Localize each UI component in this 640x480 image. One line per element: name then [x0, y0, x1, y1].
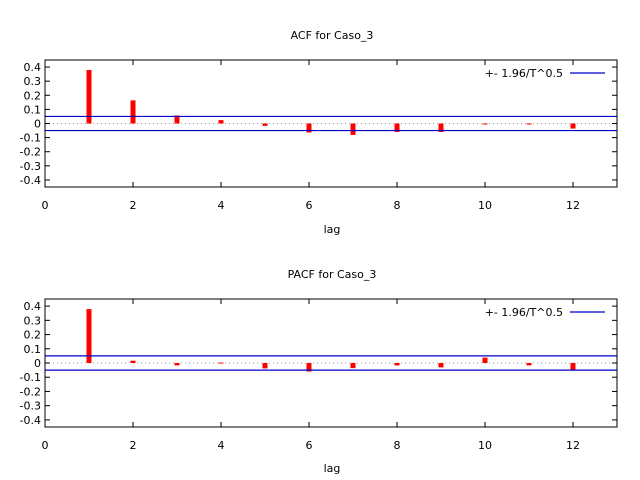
acf-panel: ACF for Caso_30.40.30.20.10-0.1-0.2-0.3-…	[20, 29, 618, 236]
x-tick-label: 4	[218, 199, 225, 212]
bar-lag-5	[262, 363, 268, 369]
bar-lag-4	[218, 362, 224, 364]
x-tick-label: 12	[566, 199, 580, 212]
bar-lag-8	[394, 363, 400, 366]
bar-lag-10	[482, 123, 488, 125]
bar-lag-2	[130, 360, 136, 363]
y-tick-label: 0.3	[24, 314, 42, 327]
x-tick-label: 2	[130, 439, 137, 452]
y-tick-label: 0.3	[24, 75, 42, 88]
plot-frame	[44, 59, 618, 188]
x-tick-label: 2	[130, 199, 137, 212]
x-tick-label: 6	[306, 199, 313, 212]
x-tick-label: 8	[394, 439, 401, 452]
y-tick-label: 0.4	[24, 300, 42, 313]
bar-lag-11	[526, 123, 532, 125]
y-tick-label: 0.1	[24, 343, 42, 356]
y-tick-label: -0.2	[20, 385, 41, 398]
bar-lag-1	[86, 309, 92, 363]
x-tick-label: 0	[42, 439, 49, 452]
y-tick-label: -0.3	[20, 400, 41, 413]
bar-lag-6	[306, 363, 312, 372]
x-axis-label: lag	[324, 462, 341, 475]
bar-lag-10	[482, 357, 488, 363]
y-tick-label: -0.2	[20, 146, 41, 159]
y-tick-label: 0	[34, 357, 41, 370]
bar-lag-9	[438, 363, 444, 368]
bar-lag-3	[174, 115, 180, 124]
bar-lag-8	[394, 123, 400, 132]
bar-lag-4	[218, 120, 224, 124]
y-tick-label: 0.4	[24, 61, 42, 74]
legend-label: +- 1.96/T^0.5	[485, 306, 563, 319]
bar-lag-7	[350, 123, 356, 135]
x-tick-label: 0	[42, 199, 49, 212]
y-tick-label: -0.3	[20, 160, 41, 173]
x-tick-label: 10	[478, 199, 492, 212]
bar-lag-11	[526, 363, 532, 366]
x-tick-label: 12	[566, 439, 580, 452]
bar-lag-6	[306, 123, 312, 133]
y-tick-label: -0.4	[20, 174, 41, 187]
x-tick-label: 10	[478, 439, 492, 452]
bar-lag-12	[570, 363, 576, 370]
y-tick-label: 0.2	[24, 89, 42, 102]
x-tick-label: 4	[218, 439, 225, 452]
legend-label: +- 1.96/T^0.5	[485, 67, 563, 80]
bar-lag-5	[262, 123, 268, 126]
pacf-panel: PACF for Caso_30.40.30.20.10-0.1-0.2-0.3…	[20, 268, 618, 475]
y-tick-label: -0.1	[20, 132, 41, 145]
x-tick-label: 6	[306, 439, 313, 452]
bar-lag-3	[174, 363, 180, 366]
y-tick-label: -0.4	[20, 414, 41, 427]
bar-lag-9	[438, 123, 444, 132]
bar-lag-2	[130, 100, 136, 124]
bar-lag-7	[350, 363, 356, 369]
y-tick-label: -0.1	[20, 371, 41, 384]
plot-frame	[44, 298, 618, 428]
x-axis-label: lag	[324, 223, 341, 236]
bar-lag-12	[570, 123, 576, 129]
y-tick-label: 0.1	[24, 103, 42, 116]
y-tick-label: 0.2	[24, 329, 42, 342]
bar-lag-1	[86, 70, 92, 124]
chart-title: PACF for Caso_3	[288, 268, 377, 281]
chart-title: ACF for Caso_3	[291, 29, 374, 42]
x-tick-label: 8	[394, 199, 401, 212]
y-tick-label: 0	[34, 118, 41, 131]
